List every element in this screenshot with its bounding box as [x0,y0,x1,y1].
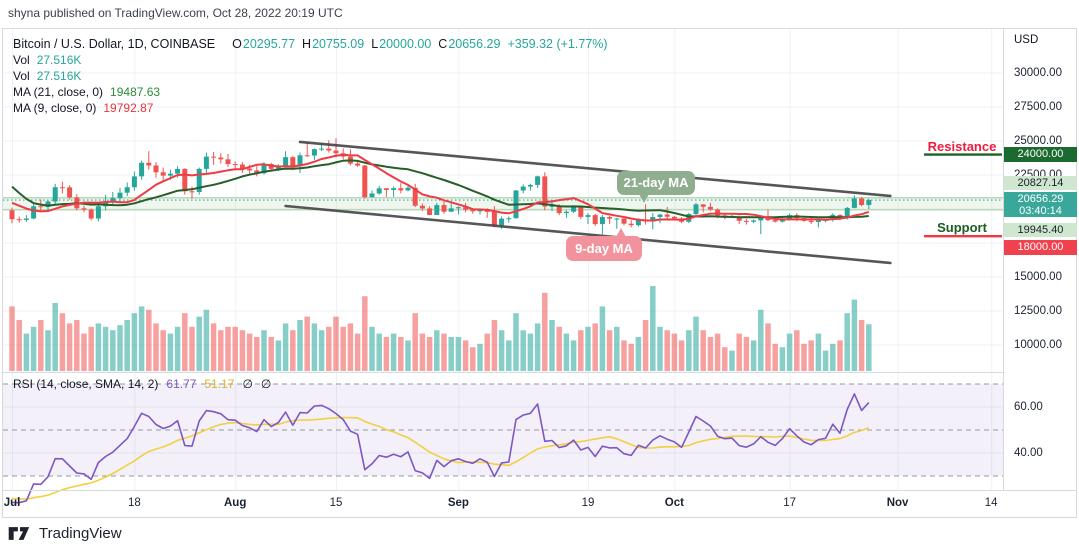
rsi-axis-tick: 60.00 [1014,400,1043,413]
last-price-badge: 20656.29 03:40:14 [1004,192,1077,217]
ma21-value: 19487.63 [110,85,161,99]
chart-legend: Bitcoin / U.S. Dollar, 1D, COINBASE O2029… [13,36,608,116]
symbol-row: Bitcoin / U.S. Dollar, 1D, COINBASE O2029… [13,36,608,52]
volume-indicator-row: Vol 27.516K [13,52,608,68]
time-axis-tick: 15 [329,497,343,509]
time-axis-tick: Nov [886,497,909,509]
volume-indicator-row-2: Vol 27.516K [13,68,608,84]
low-value: 20000.00 [379,37,432,51]
price-axis-tick: 25000.00 [1014,134,1062,147]
volume-label: Vol [13,53,30,67]
rsi-legend: RSI (14, close, SMA, 14, 2) 61.77 51.17 ∅ ∅ [13,377,279,391]
tradingview-wordmark: TradingView [39,525,122,542]
high-label: H [302,37,312,51]
time-axis-tick: 18 [127,497,141,509]
rsi-value: 61.77 [166,377,197,391]
tradingview-logo[interactable]: TradingView [8,525,122,542]
ma21-indicator-row: MA (21, close, 0) 19487.63 [13,84,608,100]
ma9-value: 19792.87 [103,101,154,115]
ma21-callout: 21-day MA [617,171,695,203]
price-axis-tick: 27500.00 [1014,100,1062,113]
open-label: O [232,37,242,51]
rsi-sma-value: 51.17 [204,377,235,391]
rsi-band-empty-2: ∅ [260,377,272,391]
change-value: +359.32 (+1.77%) [507,37,608,51]
price-axis-tick: 30000.00 [1014,66,1062,79]
price-axis-tick: 12500.00 [1014,304,1062,317]
time-axis-tick: Aug [224,497,247,509]
support-label: Support [937,220,987,235]
price-level-badge: 24000.00 [1004,147,1077,162]
price-level-badge: 20827.14 [1004,176,1077,190]
resistance-label: Resistance [927,139,997,154]
ma21-label: MA (21, close, 0) [13,85,104,99]
currency-label: USD [1014,34,1039,46]
open-value: 20295.77 [242,37,296,51]
time-axis-tick: 14 [984,497,998,509]
time-axis-tick: Oct [664,497,684,509]
attribution-line: shyna published on TradingView.com, Oct … [8,6,343,20]
ma9-callout: 9-day MA [566,228,642,261]
rsi-title: RSI (14, close, SMA, 14, 2) [13,377,159,391]
time-axis-tick: Sep [447,497,469,509]
close-value: 20656.29 [448,37,501,51]
time-axis-tick: 17 [783,497,796,509]
volume-value: 27.516K [36,69,82,83]
ma9-label: MA (9, close, 0) [13,101,97,115]
volume-label: Vol [13,69,30,83]
low-label: L [371,37,379,51]
time-axis-tick: 19 [581,497,595,509]
tradingview-icon [8,527,30,540]
rsi-axis-tick: 40.00 [1014,446,1043,459]
volume-value: 27.516K [36,53,82,67]
high-value: 20755.09 [312,37,365,51]
price-axis-tick: 15000.00 [1014,270,1062,283]
price-axis-tick: 10000.00 [1014,338,1062,351]
close-label: C [438,37,448,51]
ma9-indicator-row: MA (9, close, 0) 19792.87 [13,100,608,116]
price-level-badge: 18000.00 [1004,240,1077,255]
price-level-badge: 19945.40 [1004,223,1077,237]
rsi-band-empty-1: ∅ [242,377,253,391]
time-axis-tick: Jul [3,497,21,509]
symbol-title: Bitcoin / U.S. Dollar, 1D, COINBASE [13,37,216,51]
